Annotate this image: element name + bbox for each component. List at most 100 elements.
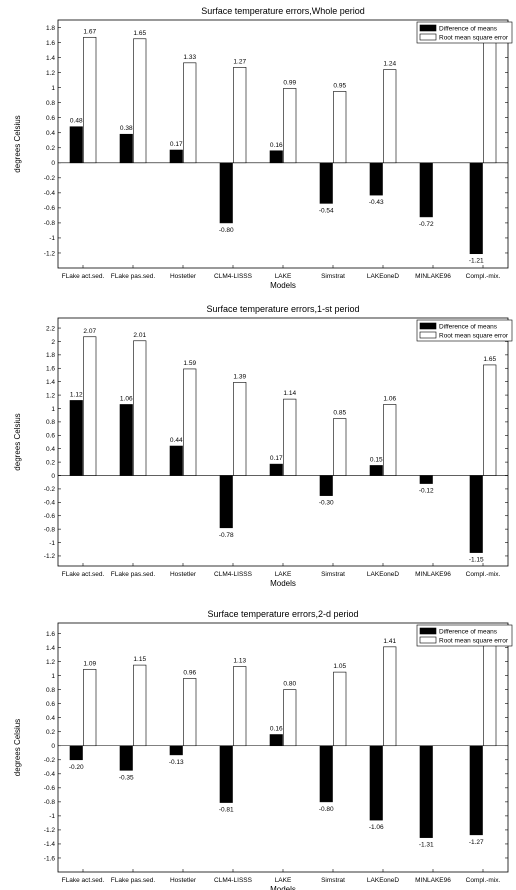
chart3-legend-box	[416, 624, 513, 647]
chart1-bar-rmse	[233, 67, 247, 164]
chart2-bar-mean-diff	[69, 400, 83, 476]
chart3-legend-swatch	[419, 636, 437, 644]
chart1-data-label-rmse: 1.24	[383, 61, 396, 68]
chart3-ytick-label: -1.4	[44, 841, 56, 848]
chart2-data-label-rmse: 1.14	[283, 390, 296, 397]
chart1-data-label-rmse: 1.33	[183, 54, 196, 61]
chart2-ytick-label: -0.8	[44, 526, 56, 533]
chart1-data-label-mean-diff: -0.54	[319, 207, 334, 214]
chart3-bar-mean-diff	[69, 745, 83, 761]
chart3-data-label-mean-diff: -1.31	[419, 842, 434, 849]
chart3-data-label-mean-diff: -1.06	[369, 824, 384, 831]
chart3-title: Surface temperature errors,2-d period	[207, 609, 358, 619]
chart2-ytick-label: 0	[51, 473, 55, 480]
chart1-data-label-mean-diff: 0.16	[270, 142, 283, 149]
chart2-ylabel: degrees Celsius	[13, 413, 22, 470]
chart3-ytick-label: 1.4	[46, 645, 55, 652]
chart3-bar-rmse	[483, 637, 497, 747]
chart2-ytick-label: -1	[49, 540, 55, 547]
chart2-category-label: FLake pas.sed.	[111, 571, 156, 578]
chart1-ytick-label: 0.6	[46, 115, 55, 122]
chart3-bar-rmse	[133, 664, 147, 747]
chart1-bar-mean-diff	[419, 162, 433, 218]
chart3-ytick-label: 0.4	[46, 715, 55, 722]
chart1-xlabel: Models	[270, 281, 296, 290]
chart1-ytick-label: 0.4	[46, 130, 55, 137]
chart1-bar-mean-diff	[269, 150, 283, 164]
chart3-bar-rmse	[383, 646, 397, 747]
chart1-legend-label: Root mean square error	[439, 35, 509, 42]
chart3-bar-mean-diff	[269, 734, 283, 747]
chart1-category-label: LAKE	[275, 273, 292, 280]
chart3-category-label: Hostetler	[170, 877, 197, 884]
chart2-category-label: Compl.-mix.	[466, 571, 501, 578]
chart2-data-label-mean-diff: -0.12	[419, 488, 434, 495]
chart3-data-label-mean-diff: 0.16	[270, 726, 283, 733]
chart3-legend-label: Root mean square error	[439, 638, 509, 645]
chart3-category-label: Compl.-mix.	[466, 877, 501, 884]
chart3-bar-mean-diff	[119, 745, 133, 771]
chart2-data-label-mean-diff: 0.17	[270, 455, 283, 462]
chart2-bar-mean-diff	[219, 475, 233, 529]
chart1-category-label: CLM4-LISSS	[214, 273, 253, 280]
chart2-ytick-label: -0.6	[44, 513, 56, 520]
chart3-ytick-label: -0.8	[44, 799, 56, 806]
chart3-ytick-label: -0.2	[44, 757, 56, 764]
chart2-category-label: LAKEoneD	[367, 571, 399, 578]
chart3-category-label: Simstrat	[321, 877, 345, 884]
chart3-data-label-rmse: 1.05	[333, 663, 346, 670]
chart2-bar-rmse	[83, 336, 97, 476]
chart3-ylabel: degrees Celsius	[13, 719, 22, 776]
chart1-ytick-label: 1	[51, 85, 55, 92]
chart1-legend-swatch	[419, 24, 437, 32]
chart3-ytick-label: -0.6	[44, 785, 56, 792]
chart3-data-label-mean-diff: -0.35	[119, 774, 134, 781]
chart3-legend-swatch	[419, 627, 437, 635]
chart1-legend-swatch	[419, 33, 437, 41]
chart2-bar-rmse	[283, 398, 297, 476]
chart1-bar-mean-diff	[219, 162, 233, 224]
chart3-ytick-label: -1.2	[44, 827, 56, 834]
chart3-bar-rmse	[183, 678, 197, 747]
chart1-ytick-label: -0.2	[44, 175, 56, 182]
chart1-data-label-mean-diff: -0.43	[369, 199, 384, 206]
chart1-ylabel: degrees Celsius	[13, 115, 22, 172]
chart2-ytick-label: 1.6	[46, 366, 55, 373]
chart2-category-label: CLM4-LISSS	[214, 571, 253, 578]
chart2-ytick-label: 2	[51, 339, 55, 346]
chart2-bar-mean-diff	[419, 475, 433, 484]
chart1-data-label-mean-diff: -1.21	[469, 258, 484, 265]
chart2-title: Surface temperature errors,1-st period	[206, 304, 359, 314]
chart3-bar-mean-diff	[419, 745, 433, 838]
chart1-ytick-label: 1.2	[46, 70, 55, 77]
chart1-category-label: LAKEoneD	[367, 273, 399, 280]
chart2-ytick-label: 0.6	[46, 433, 55, 440]
chart1-ytick-label: -0.6	[44, 205, 56, 212]
chart2-data-label-rmse: 1.65	[483, 356, 496, 363]
chart2-ytick-label: 1.4	[46, 379, 55, 386]
chart2-legend-label: Difference of means	[439, 324, 498, 331]
chart1-category-label: Hostetler	[170, 273, 197, 280]
chart1-ytick-label: 1.4	[46, 55, 55, 62]
chart1-bar-mean-diff	[369, 162, 383, 196]
chart2-category-label: Simstrat	[321, 571, 345, 578]
chart3-bar-rmse	[333, 671, 347, 747]
chart2-bar-mean-diff	[169, 445, 183, 476]
chart3-bar-mean-diff	[469, 745, 483, 836]
chart2-category-label: FLake act.sed.	[62, 571, 105, 578]
chart2-data-label-mean-diff: 1.12	[70, 391, 83, 398]
chart3-category-label: FLake act.sed.	[62, 877, 105, 884]
chart3-data-label-rmse: 1.13	[233, 657, 246, 664]
chart1-data-label-rmse: 0.99	[283, 79, 296, 86]
chart3-ytick-label: -0.4	[44, 771, 56, 778]
chart3-ytick-label: -1.6	[44, 855, 56, 862]
chart2-category-label: Hostetler	[170, 571, 197, 578]
chart2-bar-mean-diff	[469, 475, 483, 553]
chart1-category-label: Compl.-mix.	[466, 273, 501, 280]
chart1-ytick-label: -0.4	[44, 190, 56, 197]
chart2-data-label-mean-diff: -1.15	[469, 557, 484, 564]
chart2-legend-label: Root mean square error	[439, 333, 509, 340]
chart1-bar-rmse	[333, 91, 347, 164]
chart3-bar-mean-diff	[369, 745, 383, 821]
